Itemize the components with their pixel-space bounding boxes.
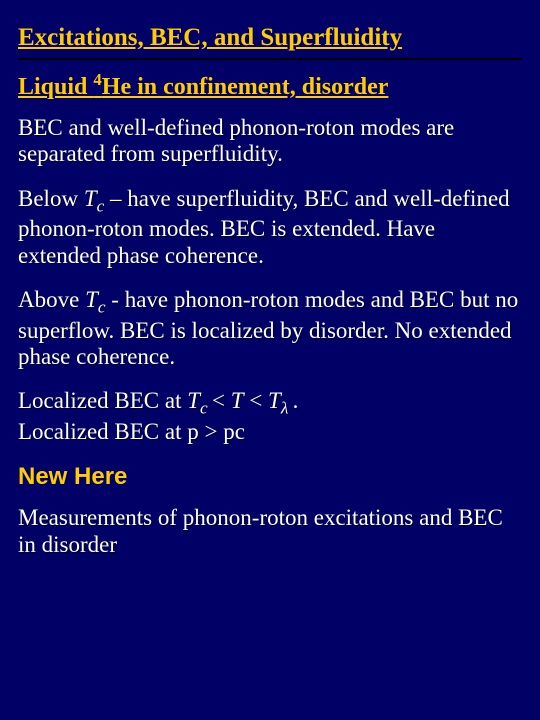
- p4-text-4: .: [293, 388, 299, 413]
- p4-text-1: Localized BEC at: [18, 388, 187, 413]
- paragraph-4: Localized BEC at Tc < T < Tλ . Localized …: [18, 388, 522, 445]
- subtitle-superscript: 4: [93, 70, 101, 89]
- p4-text-2: <: [212, 388, 231, 413]
- p4-subscript-c: c: [200, 399, 212, 418]
- p4-subscript-lambda: λ: [281, 399, 293, 418]
- paragraph-5: Measurements of phonon-roton excitations…: [18, 505, 522, 558]
- p4-symbol-Tlambda: T: [268, 388, 281, 413]
- p4-text-3: <: [244, 388, 268, 413]
- paragraph-3: Above Tc - have phonon-roton modes and B…: [18, 287, 522, 370]
- slide-subtitle: Liquid 4He in confinement, disorder: [18, 70, 522, 101]
- subtitle-text-1: Liquid: [18, 74, 93, 100]
- p2-symbol-T: T: [84, 186, 97, 211]
- p4-symbol-Tc: T: [187, 388, 200, 413]
- divider: [18, 58, 522, 60]
- slide-title: Excitations, BEC, and Superfluidity: [18, 24, 522, 52]
- p2-text-1: Below: [18, 186, 84, 211]
- p3-text-1: Above: [18, 287, 85, 312]
- p4-symbol-T: T: [231, 388, 244, 413]
- p3-subscript-c: c: [98, 298, 106, 317]
- paragraph-1: BEC and well-defined phonon-roton modes …: [18, 115, 522, 168]
- subtitle-text-2: He in confinement, disorder: [102, 74, 389, 100]
- new-here-label: New Here: [18, 463, 522, 491]
- p4-text-5: Localized BEC at p > pc: [18, 419, 245, 444]
- paragraph-2: Below Tc – have superfluidity, BEC and w…: [18, 186, 522, 269]
- p3-symbol-T: T: [85, 287, 98, 312]
